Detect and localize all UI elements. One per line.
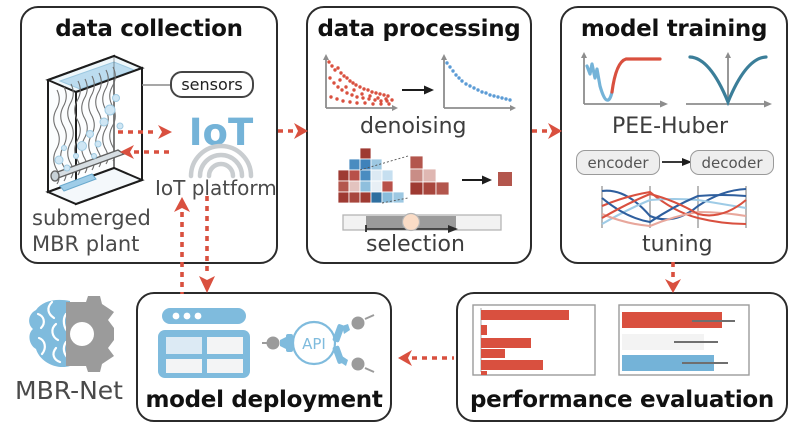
sensors-pill[interactable]: sensors [170, 71, 254, 98]
decoder-pill[interactable]: decoder [690, 150, 774, 175]
brand-block: MBR-Net [8, 296, 130, 422]
deployment-to-collection-arrow [174, 197, 190, 294]
tuning-label: tuning [642, 232, 713, 257]
parallel-coordinates-icon [601, 186, 747, 228]
feature-square-icon [498, 172, 512, 186]
panel-title-model-deployment: model deployment [145, 387, 383, 413]
plant-label-line1: submerged [32, 206, 151, 230]
denoise-transform-arrow [402, 85, 434, 95]
pee-huber-label: PEE-Huber [612, 114, 729, 139]
panel-title-performance-evaluation: performance evaluation [469, 387, 774, 413]
panel-performance-evaluation: performance evaluation [456, 292, 788, 422]
denoising-label: denoising [360, 114, 467, 139]
encoder-pill[interactable]: encoder [576, 150, 660, 175]
training-to-evaluation-arrow [665, 262, 681, 293]
feature-importance-bars-icon [472, 304, 596, 376]
panel-title-data-collection: data collection [55, 16, 243, 42]
select-transform-arrow [462, 175, 492, 185]
plant-to-iot-arrow [118, 125, 172, 139]
encoder-label: encoder [587, 153, 649, 172]
selection-label: selection [366, 232, 465, 257]
panel-title-model-training: model training [580, 16, 768, 42]
panel-data-processing: data processing [306, 6, 532, 264]
decoder-label: decoder [701, 153, 763, 172]
api-label: API [302, 335, 326, 353]
iot-wifi-icon [188, 143, 254, 179]
metric-comparison-bars-icon [618, 304, 750, 376]
panel-title-data-processing: data processing [317, 16, 521, 42]
dashboard-icon [158, 308, 250, 378]
collection-to-deployment-arrow [199, 196, 215, 293]
encoder-to-decoder-arrow [662, 158, 692, 166]
scatter-clean-icon [441, 54, 516, 111]
brand-name: MBR-Net [15, 376, 123, 405]
mbr-tank-icon [45, 54, 145, 206]
iot-to-plant-arrow [120, 145, 174, 159]
evaluation-to-deployment-arrow [398, 350, 454, 366]
collection-to-processing-arrow [278, 123, 308, 139]
sensors-label: sensors [181, 75, 243, 94]
slider-icon[interactable] [342, 212, 502, 234]
iot-platform-label: IoT platform [155, 176, 277, 200]
scatter-noisy-icon [323, 54, 398, 111]
api-plug-icon: API [262, 314, 375, 373]
plant-label-line2: MBR plant [32, 232, 140, 256]
gear-icon [66, 296, 114, 372]
panel-model-deployment: model deployment API [136, 292, 392, 422]
processing-to-training-arrow [532, 123, 562, 139]
loss-curve-icon [581, 52, 668, 108]
correlation-heatmap-icon [337, 147, 450, 204]
panel-model-training: model training PEE-Huber encoder [560, 6, 788, 264]
panel-data-collection: data collection [20, 6, 278, 264]
parabola-loss-icon [686, 52, 772, 108]
